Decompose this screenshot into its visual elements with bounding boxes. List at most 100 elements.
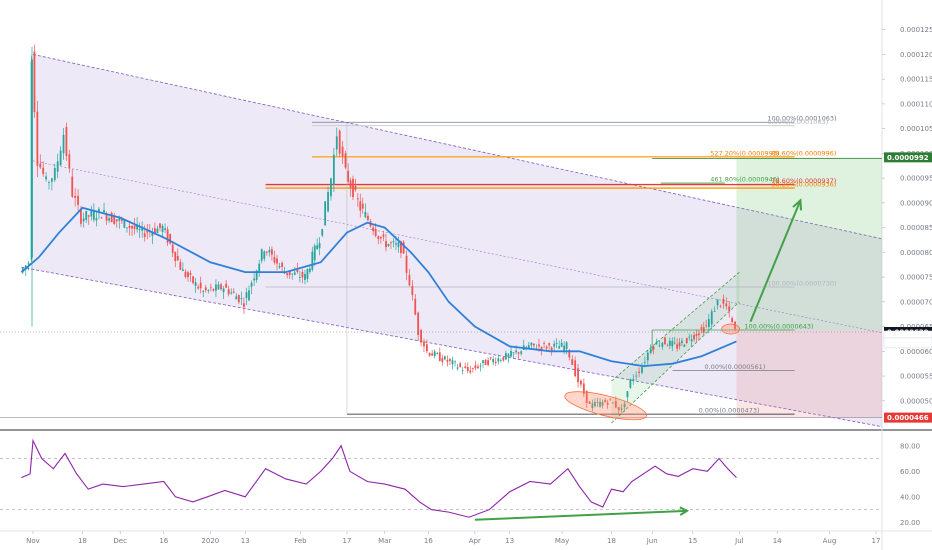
candle-body — [82, 218, 85, 222]
candle-body — [497, 358, 500, 362]
candle-body — [638, 371, 640, 373]
candles-group — [21, 45, 736, 414]
candle-body — [722, 298, 725, 304]
candle-body — [695, 334, 698, 336]
candle-body — [347, 170, 350, 182]
candle-body — [671, 340, 674, 347]
candle-body — [318, 243, 321, 249]
candle-body — [352, 178, 354, 198]
candle-body — [56, 161, 59, 172]
candle-body — [614, 401, 617, 408]
candle-body — [382, 234, 385, 237]
candle-body — [344, 153, 347, 168]
candle-body — [728, 306, 731, 312]
candle-body — [456, 367, 459, 369]
candle-body — [42, 167, 45, 175]
candle-body — [248, 290, 250, 301]
candle-body — [143, 233, 146, 237]
support-ellipse — [564, 391, 647, 421]
candle-body — [197, 286, 200, 289]
candle-body — [263, 251, 266, 259]
fib-level-label: 461.80%(0.0000940) — [710, 176, 779, 184]
candle-body — [635, 375, 638, 377]
candle-body — [661, 342, 664, 347]
candle-body — [574, 360, 577, 377]
candle-body — [341, 146, 344, 157]
candle-body — [50, 178, 53, 182]
candle-body — [316, 245, 319, 250]
candle-body — [408, 275, 411, 286]
candle-body — [209, 287, 212, 289]
price-tag: 0.0000466 — [884, 412, 932, 423]
candle-body — [105, 214, 108, 221]
candle-body — [558, 346, 561, 349]
rising-channel-lower — [611, 301, 740, 424]
candle-body — [693, 334, 695, 340]
candle-body — [48, 182, 50, 183]
price-tag-label: 0.0000466 — [887, 414, 929, 422]
candle-body — [588, 401, 591, 404]
candle-body — [212, 288, 215, 291]
candle-body — [45, 176, 47, 180]
position-target-zone — [736, 157, 882, 331]
candle-body — [543, 343, 545, 345]
rising-channel-upper — [611, 271, 740, 382]
candle-body — [321, 229, 324, 236]
candle-body — [324, 201, 327, 226]
candle-body — [649, 349, 652, 353]
candle-body — [278, 265, 281, 268]
candle-body — [405, 255, 408, 273]
candle-body — [288, 270, 291, 276]
candle-body — [265, 251, 268, 253]
candle-body — [392, 241, 395, 243]
candle-body — [417, 312, 420, 335]
candle-body — [271, 249, 273, 255]
candle-body — [31, 59, 33, 258]
candle-body — [571, 359, 574, 366]
candle-body — [281, 262, 283, 267]
candle-body — [59, 150, 62, 166]
candle-body — [433, 351, 436, 357]
candle-body — [379, 236, 382, 239]
candle-body — [220, 284, 222, 290]
candle-body — [683, 344, 686, 347]
candle-body — [166, 229, 169, 243]
candle-body — [676, 344, 679, 349]
time-tick-label: Nov — [26, 537, 40, 545]
time-tick-label: 16 — [424, 537, 433, 545]
candle-body — [258, 263, 261, 273]
candle-body — [464, 366, 467, 368]
candle-body — [304, 273, 306, 280]
candle-body — [240, 298, 243, 300]
candle-body — [532, 343, 535, 346]
candle-body — [237, 295, 240, 303]
candle-body — [517, 352, 520, 354]
candle-body — [354, 186, 357, 190]
candle-body — [700, 327, 703, 329]
candle-body — [85, 210, 88, 220]
candle-body — [141, 226, 144, 231]
time-tick-label: Apr — [469, 537, 481, 545]
candle-body — [207, 290, 210, 291]
fib-level-label: 100.00%(0.0001063) — [767, 115, 836, 123]
candle-body — [510, 350, 512, 357]
projection-arrow-head — [792, 198, 803, 211]
candle-body — [330, 178, 332, 197]
candle-body — [332, 154, 335, 185]
candle-body — [187, 272, 189, 278]
candle-body — [482, 360, 484, 364]
candle-body — [454, 361, 456, 363]
candle-body — [646, 352, 649, 361]
candle-body — [327, 192, 329, 212]
candle-body — [494, 361, 497, 364]
time-tick-label: 13 — [505, 537, 514, 545]
candle-body — [502, 357, 505, 361]
candle-body — [276, 258, 278, 264]
candle-body — [306, 268, 309, 279]
